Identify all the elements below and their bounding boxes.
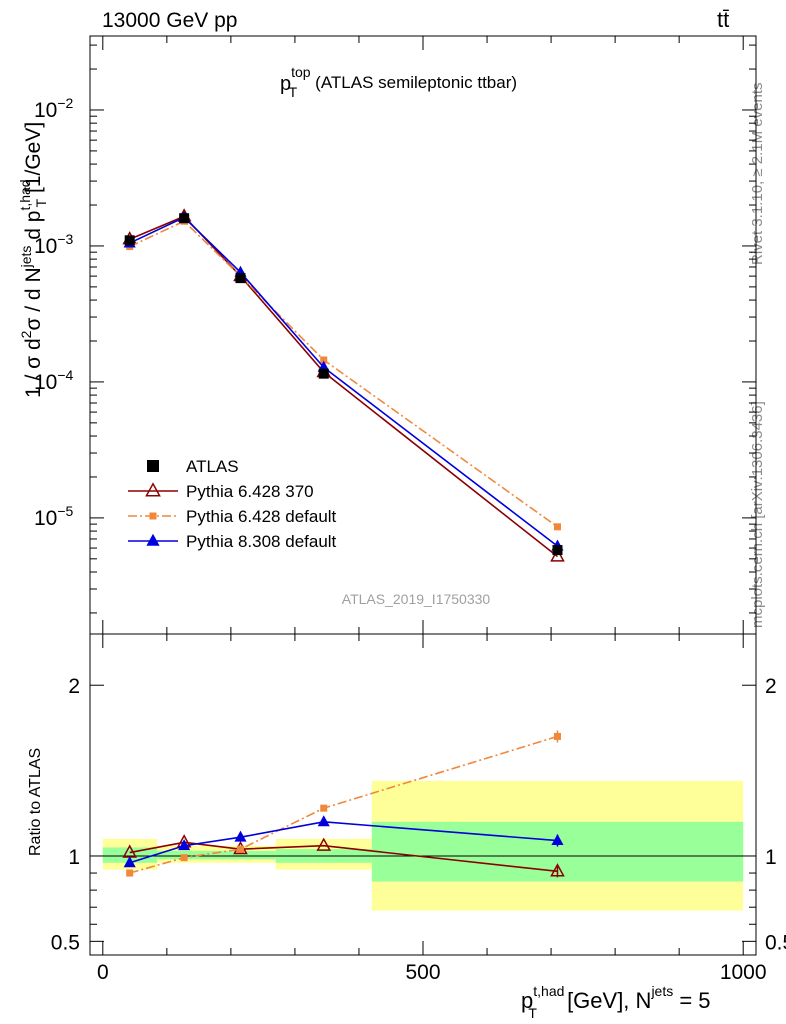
legend-label: Pythia 6.428 default — [186, 507, 337, 526]
data-point — [318, 368, 329, 379]
ratio-point — [317, 815, 330, 827]
y-tick-label-ratio-left: 0.5 — [51, 931, 80, 954]
y-tick-label-ratio-left: 1 — [68, 846, 80, 869]
y-tick-label-ratio-right: 0.5 — [765, 931, 786, 954]
y-tick-label-main: 10−4 — [34, 367, 74, 394]
legend-label: Pythia 8.308 default — [186, 532, 337, 551]
ratio-point — [234, 830, 247, 842]
mcplots-label: mcplots.cern.ch [arXiv:1306.3436] — [749, 401, 766, 628]
y-tick-label-main: 10−2 — [34, 95, 74, 122]
rivet-label: Rivet 3.1.10, ≥ 2.1M events — [749, 83, 766, 266]
y-tick-label-ratio-right: 1 — [765, 846, 777, 869]
uncertainty-band-green — [211, 850, 276, 860]
ratio-point — [180, 854, 188, 862]
y-axis-label-main: 1 / σ d2σ / d Njets d pt,hadT [1/GeV] — [17, 122, 49, 398]
ratio-point — [551, 834, 564, 846]
series-line-2 — [129, 220, 558, 528]
ratio-line-2 — [129, 735, 558, 874]
beam-label: 13000 GeV pp — [102, 9, 237, 32]
analysis-id: ATLAS_2019_I1750330 — [342, 591, 491, 607]
legend-marker — [147, 460, 159, 472]
legend-marker — [145, 482, 161, 497]
ratio-panel: 0.5 0.5 1 1 2 2 0 500 1000 — [51, 633, 786, 984]
main-panel: 10−5 10−4 10−3 10−2 — [34, 35, 757, 635]
data-point — [550, 548, 565, 562]
data-point — [553, 523, 561, 531]
ratio-point — [550, 863, 565, 877]
ratio-point — [316, 837, 332, 851]
y-tick-label-main: 10−5 — [34, 503, 74, 530]
legend-label: Pythia 6.428 370 — [186, 482, 314, 501]
y-tick-label-ratio-left: 2 — [68, 675, 80, 698]
legend-marker — [146, 533, 160, 546]
data-point — [179, 213, 190, 224]
y-tick-label-ratio-right: 2 — [765, 675, 777, 698]
ratio-point — [123, 856, 136, 868]
series-line-1 — [129, 215, 558, 558]
y-tick-label-main: 10−3 — [34, 231, 74, 258]
legend-marker — [149, 512, 157, 520]
ratio-point — [178, 839, 191, 851]
plot-title: ptop T (ATLAS semileptonic ttbar) — [280, 64, 517, 100]
data-point — [320, 356, 328, 364]
ratio-point — [236, 845, 244, 853]
x-tick-label: 500 — [405, 961, 440, 984]
ratio-point — [320, 804, 328, 812]
legend-label: ATLAS — [186, 457, 239, 476]
legend: ATLAS Pythia 6.428 370 Pythia 6.428 defaul… — [128, 457, 337, 551]
x-tick-label: 0 — [97, 961, 109, 984]
x-axis-label: pt,had T [GeV], Njets = 5 — [521, 983, 711, 1021]
x-tick-label: 1000 — [720, 961, 767, 984]
ratio-point — [553, 732, 561, 740]
data-point — [235, 273, 246, 284]
y-axis-label-ratio: Ratio to ATLAS — [27, 748, 44, 856]
data-point — [552, 545, 563, 556]
data-point — [124, 235, 135, 246]
process-label: tt̄ — [717, 7, 729, 32]
ratio-point — [126, 869, 134, 877]
